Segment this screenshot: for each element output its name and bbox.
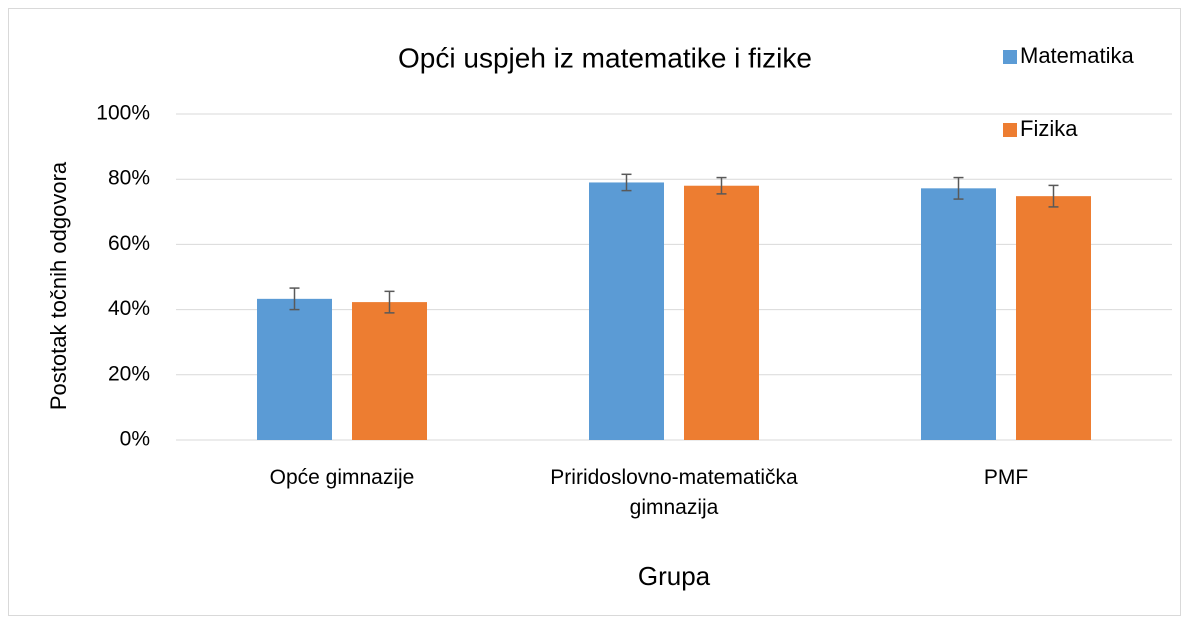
x-axis-title: Grupa <box>638 561 711 591</box>
bar <box>1016 196 1091 440</box>
x-tick-label: Priridoslovno-matematička gimnazija <box>550 466 798 519</box>
bar <box>589 182 664 440</box>
y-axis-title: Postotak točnih odgovora <box>46 161 71 410</box>
y-tick-label: 100% <box>96 102 150 125</box>
legend-swatch <box>1003 123 1017 137</box>
x-tick-label: PMF <box>983 466 1029 489</box>
y-tick-label: 60% <box>108 232 150 255</box>
legend-swatch <box>1003 50 1017 64</box>
bar <box>352 302 427 440</box>
legend-label: Fizika <box>1020 116 1078 141</box>
y-tick-label: 80% <box>108 167 150 190</box>
x-tick-label: Opće gimnazije <box>269 466 415 489</box>
y-tick-label: 20% <box>108 362 150 385</box>
bar <box>921 188 996 440</box>
chart-title: Opći uspjeh iz matematike i fizike <box>398 42 812 73</box>
bar <box>684 185 759 440</box>
bar <box>257 298 332 440</box>
y-tick-label: 40% <box>108 297 150 320</box>
legend-label: Matematika <box>1020 43 1134 68</box>
y-tick-label: 0% <box>120 428 150 451</box>
